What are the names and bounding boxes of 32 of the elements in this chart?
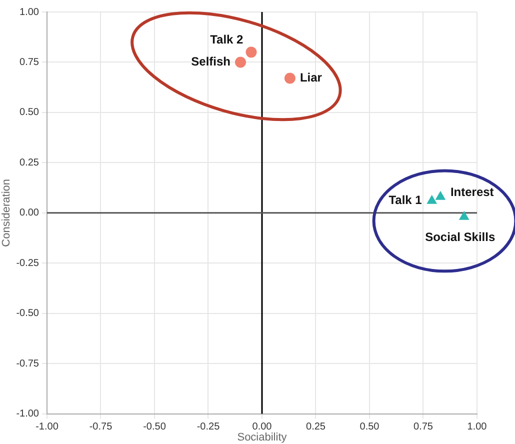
y-tick-label: 0.00 [20, 208, 40, 219]
x-tick-label: 0.25 [306, 422, 326, 433]
point [459, 211, 469, 220]
y-tick-label: -0.50 [16, 308, 40, 320]
point [284, 72, 296, 84]
y-axis-title: Consideration [0, 178, 13, 247]
y-tick-label: 1.00 [20, 6, 40, 18]
annotation: Selfish [191, 54, 230, 69]
annotation: Interest [450, 185, 494, 200]
point [436, 191, 446, 200]
y-tick-label: -1.00 [16, 408, 40, 420]
y-tick-label: 0.50 [20, 107, 40, 118]
y-tick-label: -0.25 [16, 258, 40, 269]
x-tick-label: -0.50 [143, 422, 166, 433]
x-tick-label: -1.00 [36, 422, 59, 433]
annotation: Talk 2 [210, 32, 244, 46]
y-tick-label: 0.75 [20, 56, 40, 68]
point [234, 56, 246, 68]
annotation: Liar [300, 70, 322, 85]
point [427, 195, 437, 204]
point [246, 46, 257, 58]
y-tick-label: 0.25 [20, 157, 40, 168]
y-tick-label: -0.75 [16, 358, 40, 370]
x-tick-label: 0.75 [414, 422, 434, 433]
annotation: Talk 1 [388, 193, 422, 208]
x-tick-label: -0.25 [196, 422, 220, 433]
annotation: Social Skills [425, 230, 496, 244]
x-tick-label: 0.50 [360, 422, 380, 433]
x-axis-title: Sociability [237, 431, 288, 444]
x-tick-label: 1.00 [467, 422, 488, 433]
x-tick-label: 0.00 [252, 422, 272, 433]
x-tick-label: -0.75 [89, 422, 113, 433]
